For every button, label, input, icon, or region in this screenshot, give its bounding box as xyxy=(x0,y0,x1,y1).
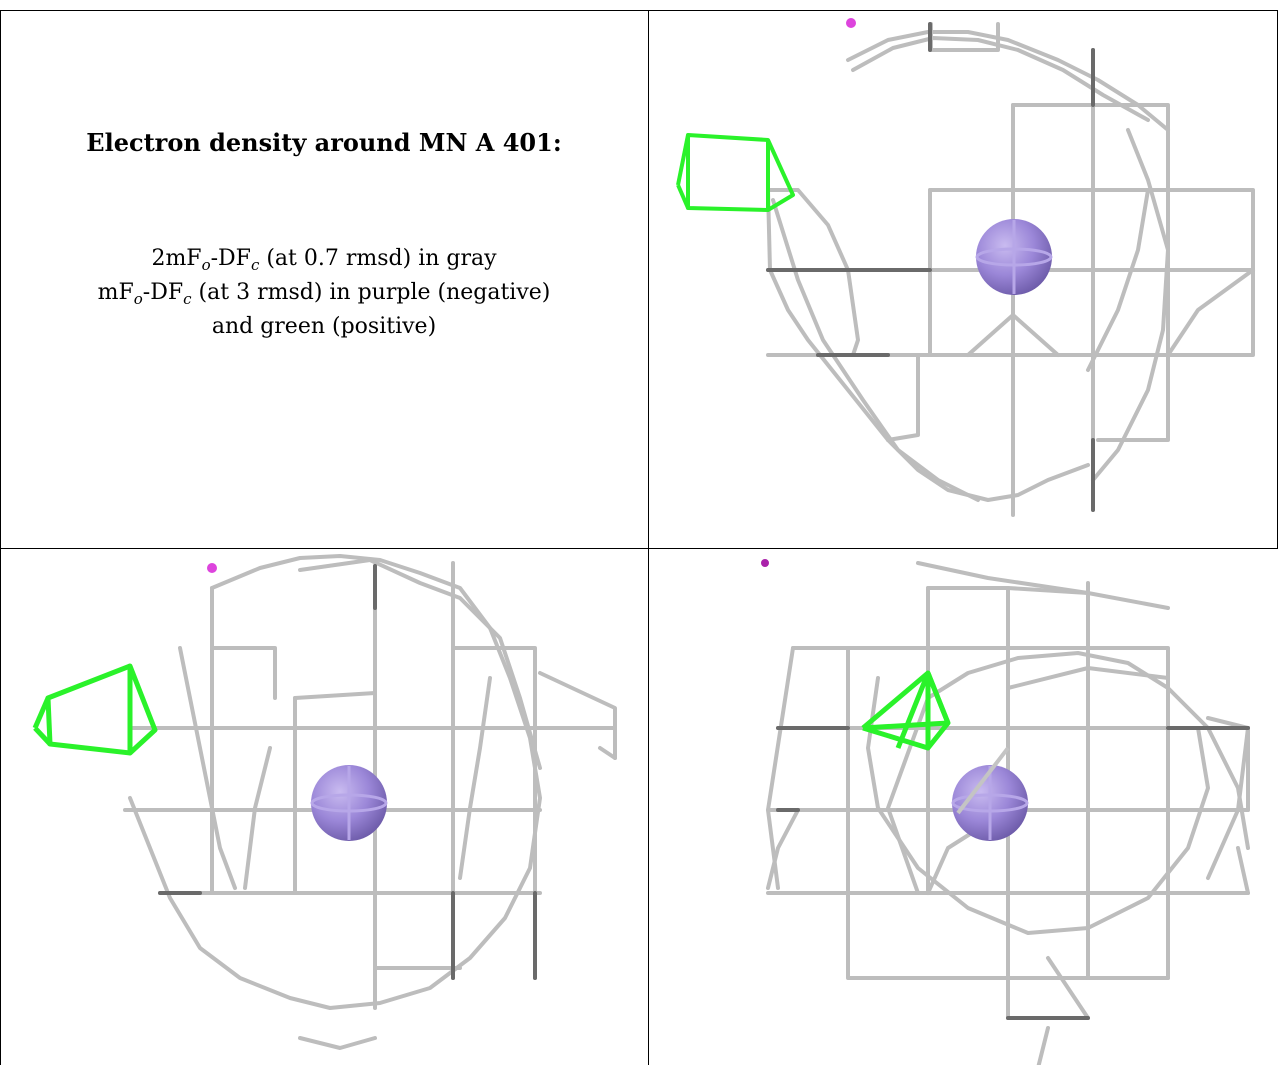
density-render-3 xyxy=(761,559,1250,1065)
density-view-3 xyxy=(648,548,1278,1065)
mn-ion xyxy=(310,765,388,841)
green-mesh xyxy=(676,133,795,212)
density-render-1 xyxy=(676,18,1255,517)
mn-ion xyxy=(975,219,1053,295)
table-rule-left xyxy=(0,10,1,1065)
caption-cell: Electron density around MN A 401: 2mFo-D… xyxy=(0,10,648,548)
purple-blob xyxy=(207,563,217,573)
dark-mesh xyxy=(776,726,1250,1020)
density-render-2 xyxy=(32,554,617,1050)
green-mesh xyxy=(32,663,158,756)
dark-mesh xyxy=(766,22,1095,512)
caption-body: 2mFo-DFc (at 0.7 rmsd) in gray mFo-DFc (… xyxy=(0,242,648,344)
mn-ion xyxy=(951,746,1029,841)
caption-line-1: 2mFo-DFc (at 0.7 rmsd) in gray xyxy=(151,246,497,274)
figure-table: Electron density around MN A 401: 2mFo-D… xyxy=(0,10,1278,1065)
purple-blob xyxy=(846,18,856,28)
density-view-2 xyxy=(0,548,648,1065)
table-rule-top xyxy=(0,10,1278,11)
dark-mesh xyxy=(158,564,537,980)
table-rule-middle-vertical xyxy=(648,10,649,1065)
gray-mesh xyxy=(766,22,1255,517)
green-mesh xyxy=(861,670,951,751)
caption: Electron density around MN A 401: 2mFo-D… xyxy=(0,10,648,548)
caption-line-2: mFo-DFc (at 3 rmsd) in purple (negative) xyxy=(97,280,551,308)
caption-title: Electron density around MN A 401: xyxy=(86,128,562,157)
gray-mesh xyxy=(123,554,617,1050)
density-view-1 xyxy=(648,10,1278,548)
purple-blob xyxy=(761,559,769,567)
table-rule-middle-horizontal xyxy=(0,548,1278,549)
caption-line-3: and green (positive) xyxy=(211,314,437,339)
